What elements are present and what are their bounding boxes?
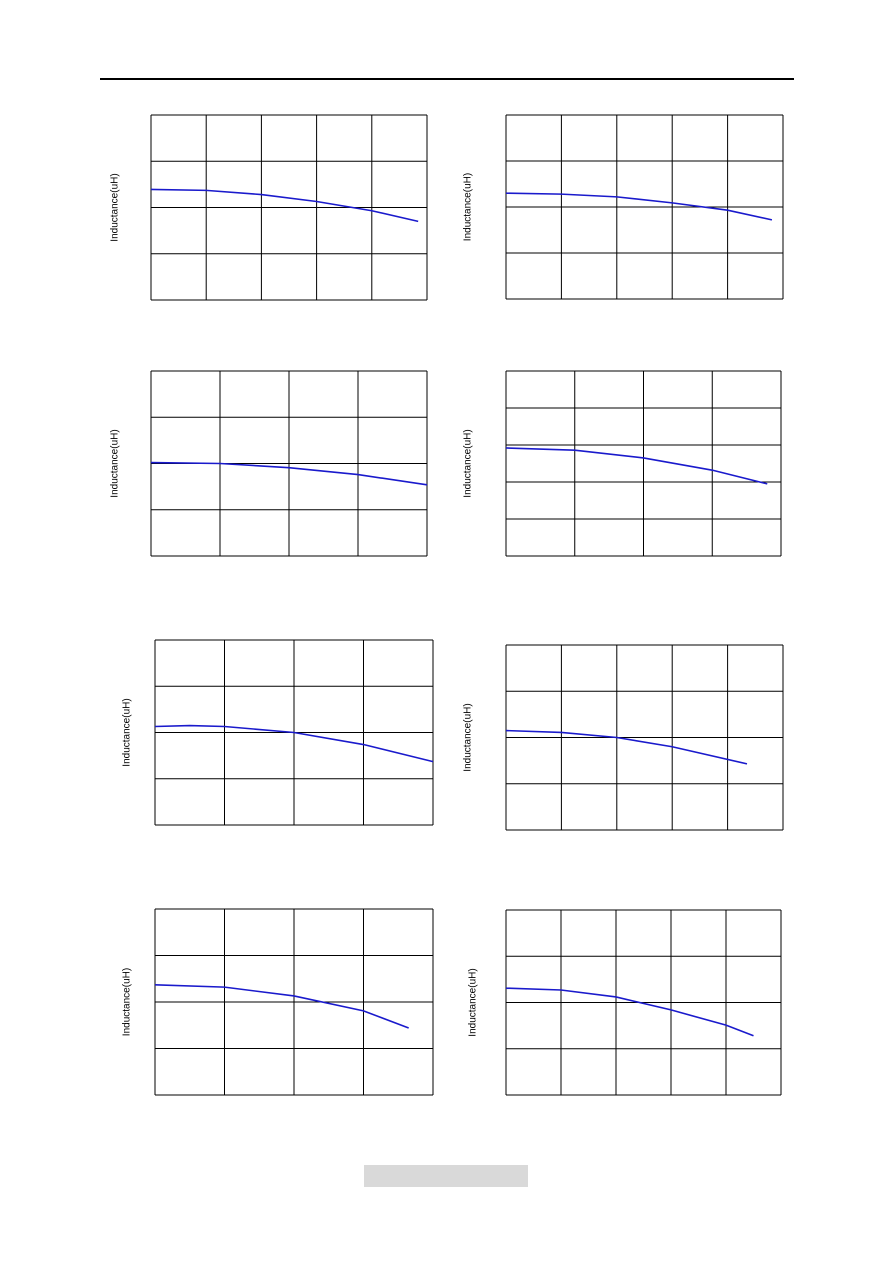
curve — [154, 983, 409, 1029]
y-axis-label: Inductance(uH) — [463, 173, 474, 241]
curve — [150, 461, 428, 486]
curve — [505, 447, 768, 485]
y-axis-label: Inductance(uH) — [110, 173, 121, 241]
curve — [505, 729, 748, 765]
curve — [150, 188, 419, 223]
y-axis-label: Inductance(uH) — [110, 429, 121, 497]
y-axis-label: Inductance(uH) — [463, 429, 474, 497]
y-axis-label: Inductance(uH) — [122, 968, 133, 1036]
curve — [505, 192, 773, 221]
y-axis-label: Inductance(uH) — [463, 703, 474, 771]
footer-box — [364, 1165, 528, 1187]
y-axis-label: Inductance(uH) — [122, 698, 133, 766]
curve — [154, 724, 434, 763]
y-axis-label: Inductance(uH) — [468, 968, 479, 1036]
curve — [505, 987, 754, 1037]
